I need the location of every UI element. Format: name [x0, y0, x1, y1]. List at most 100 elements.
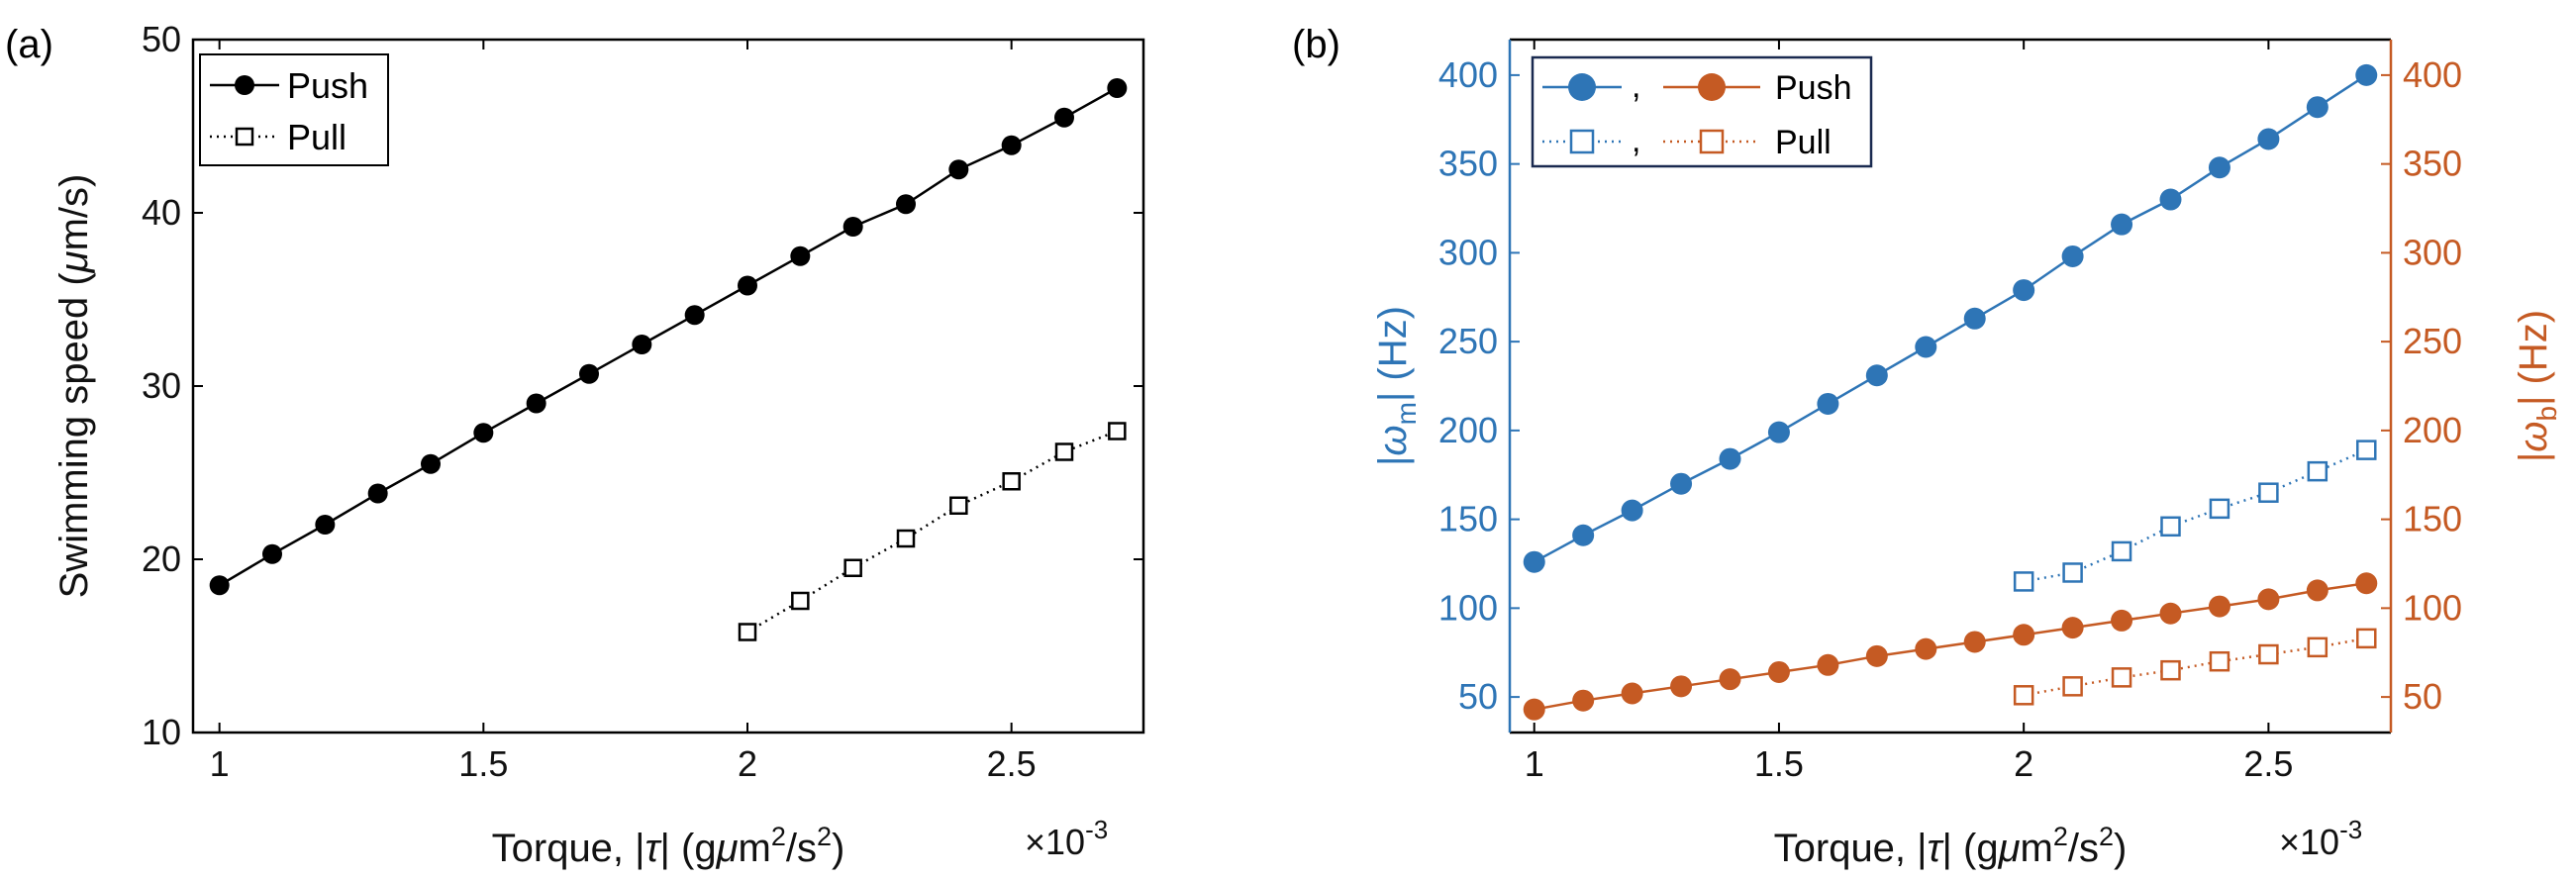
y-tick-label-right: 350 — [2403, 144, 2462, 184]
y-tick-label: 50 — [1458, 676, 1498, 717]
y-tick-label: 150 — [1438, 499, 1498, 539]
data-point — [2258, 482, 2279, 503]
y-tick-label: 200 — [1438, 410, 1498, 450]
y-tick-label: 300 — [1438, 232, 1498, 272]
data-point — [1523, 550, 1545, 573]
data-point — [421, 453, 441, 474]
y-tick-label: 100 — [1438, 587, 1498, 628]
panel-b-ylabel-left: |ωm| (Hz) — [1371, 306, 1422, 466]
data-point — [2013, 279, 2035, 302]
legend-pull-separator: , — [1632, 122, 1640, 159]
data-point — [1817, 653, 1839, 676]
data-point — [2111, 213, 2133, 236]
data-point — [843, 558, 862, 577]
y-tick-label: 50 — [142, 19, 181, 59]
data-point — [1054, 107, 1074, 128]
data-point — [2160, 659, 2181, 681]
panel-b-ylabel-right: |ωb| (Hz) — [2512, 310, 2562, 462]
data-point — [2355, 63, 2378, 86]
data-point — [2306, 96, 2328, 119]
x-tick-label: 2.5 — [987, 743, 1037, 784]
data-point — [2258, 643, 2279, 665]
panel-a: 1 1.5 2 2.5 10 20 30 40 50 Swimming speed (μm/s)… — [52, 19, 1145, 870]
data-point — [1523, 698, 1545, 721]
data-point — [1054, 442, 1074, 461]
data-point — [315, 515, 336, 535]
data-point — [473, 423, 494, 443]
data-point — [791, 591, 810, 611]
data-point — [2061, 245, 2084, 267]
data-point — [896, 529, 916, 548]
data-point — [2307, 636, 2328, 658]
data-point — [367, 483, 388, 504]
y-tick-label: 20 — [142, 538, 181, 579]
data-point — [1963, 307, 1986, 330]
y-tick-label-right: 50 — [2403, 676, 2442, 717]
y-tick-label: 400 — [1438, 54, 1498, 95]
legend-pull-label: Pull — [1775, 124, 1832, 161]
data-point — [896, 194, 916, 215]
y-tick-label-right: 400 — [2403, 54, 2462, 95]
data-point — [2159, 602, 2182, 625]
panel-a-label: (a) — [5, 23, 53, 66]
x-tick-label: 2.5 — [2243, 743, 2293, 784]
panel-a-plot-frame — [191, 38, 1145, 734]
y-tick-label: 30 — [142, 365, 181, 406]
data-point — [2209, 650, 2230, 672]
legend-pull-label: Pull — [287, 117, 347, 157]
x-tick-label: 1.5 — [458, 743, 508, 784]
legend-push-label: Push — [1775, 69, 1852, 107]
data-point — [2111, 667, 2132, 688]
data-point — [1621, 499, 1643, 522]
data-point — [1108, 422, 1127, 440]
data-point — [2356, 628, 2377, 649]
data-point — [579, 363, 599, 384]
data-point — [949, 496, 968, 515]
panel-a-legend: Push Pull — [199, 53, 389, 166]
data-point — [1572, 524, 1595, 546]
data-point — [2307, 460, 2328, 482]
panel-b-xlabel: Torque, |τ| (gμm2/s2) — [1774, 822, 2128, 870]
data-point — [1719, 447, 1741, 470]
data-point — [2159, 188, 2182, 211]
data-point — [2208, 595, 2230, 618]
data-point — [1621, 682, 1643, 705]
panel-a-ylabel: Swimming speed (μm/s) — [52, 174, 96, 599]
data-point — [1572, 689, 1595, 712]
data-point — [1865, 644, 1888, 667]
legend-push-blue-marker — [1568, 73, 1596, 101]
data-point — [1915, 336, 1937, 358]
data-point — [2013, 571, 2034, 592]
panel-b-label: (b) — [1292, 23, 1340, 66]
panel-b-legend: , Push , Pull — [1531, 55, 1873, 168]
legend-pull-blue-marker — [1569, 129, 1595, 154]
data-point — [738, 623, 757, 641]
x-tick-label: 2 — [2014, 743, 2033, 784]
data-point — [2160, 516, 2181, 538]
data-point — [2061, 617, 2084, 639]
data-point — [2013, 624, 2035, 646]
data-point — [2013, 685, 2034, 706]
x-tick-label: 1.5 — [1754, 743, 1804, 784]
series-line — [2023, 636, 2367, 697]
data-point — [2111, 609, 2133, 632]
data-point — [2208, 156, 2230, 179]
y-tick-label-right: 150 — [2403, 499, 2462, 539]
data-point — [2062, 562, 2083, 583]
panel-a-x-multiplier: ×10-3 — [1025, 815, 1108, 862]
data-point — [1002, 472, 1021, 491]
data-point — [526, 393, 546, 414]
y-tick-label-right: 200 — [2403, 410, 2462, 450]
data-point — [842, 217, 863, 237]
y-tick-label: 350 — [1438, 144, 1498, 184]
x-tick-label: 2 — [738, 743, 757, 784]
data-point — [1915, 637, 1937, 660]
panel-a-xlabel: Torque, |τ| (gμm2/s2) — [492, 822, 845, 870]
data-point — [1670, 472, 1693, 495]
data-point — [2209, 498, 2230, 520]
data-point — [262, 543, 282, 564]
legend-pull-marker — [235, 127, 254, 147]
panel-a-legend-box — [199, 53, 389, 166]
panel-b: 1 1.5 2 2.5 50 50 100 100 150 150 200 200 250 250 300 3… — [1371, 38, 2562, 870]
data-point — [1107, 78, 1128, 98]
